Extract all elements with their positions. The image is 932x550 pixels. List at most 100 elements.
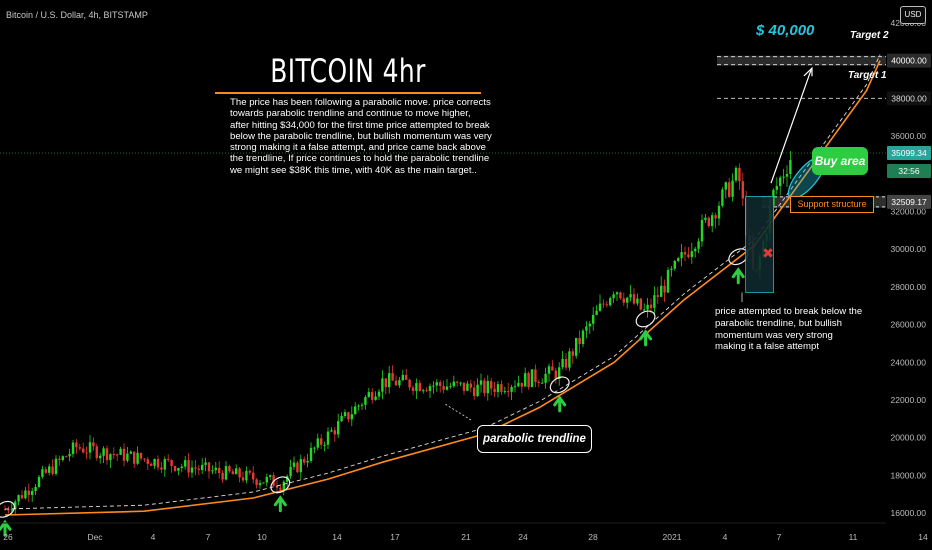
fail-x-icon: ✖ — [762, 246, 774, 262]
candle-body — [717, 205, 721, 219]
candle-body — [656, 295, 659, 297]
candle-body — [75, 442, 78, 448]
projection-arrow — [770, 69, 812, 184]
price-tick-label: 28000.00 — [891, 282, 927, 292]
candle-body — [626, 297, 629, 303]
candle-body — [673, 260, 676, 269]
candle-body — [415, 383, 418, 391]
candle-body — [394, 380, 398, 386]
candle-body — [252, 472, 255, 480]
candle-body — [643, 309, 646, 311]
candle-body — [95, 446, 98, 459]
candle-body — [54, 458, 58, 474]
time-tick-label: 7 — [206, 532, 211, 542]
currency-button[interactable]: USD — [900, 6, 926, 24]
candle-body — [184, 460, 187, 467]
candle-body — [459, 382, 462, 384]
trendline-channel — [4, 54, 881, 510]
support-price-badge: 32509.17 — [891, 197, 927, 207]
green-arrow-up-icon — [731, 267, 745, 285]
candle-body — [116, 454, 119, 456]
candle-body — [99, 455, 102, 459]
candle-body — [275, 485, 279, 488]
time-tick-label: 26 — [3, 532, 13, 542]
time-tick-label: 17 — [390, 532, 400, 542]
price-axis-bg — [886, 0, 932, 550]
candle-body — [639, 298, 642, 310]
candle-body — [462, 382, 466, 391]
candle-body — [337, 421, 340, 435]
candle-body — [779, 177, 782, 187]
target1-price-badge: 38000.00 — [891, 93, 927, 103]
candle-body — [408, 379, 411, 388]
candle-body — [561, 359, 564, 368]
target1-label: Target 1 — [848, 70, 887, 81]
candle-body — [377, 391, 381, 397]
candle-body — [350, 414, 353, 420]
candle-body — [68, 453, 71, 457]
candle-body — [405, 374, 408, 380]
green-arrow-up-icon — [553, 395, 567, 413]
candle-body — [269, 475, 272, 477]
target1-price-badge-bg — [887, 91, 931, 106]
candle-body — [109, 454, 112, 461]
candle-body — [469, 383, 472, 388]
time-tick-label: 2021 — [663, 532, 682, 542]
candle-body — [31, 491, 34, 495]
candle-body — [82, 448, 85, 453]
candle-body — [282, 481, 285, 490]
candle-body — [78, 447, 81, 449]
candle-body — [486, 381, 489, 394]
candle-body — [401, 374, 404, 381]
candle-body — [483, 380, 486, 394]
candle-body — [697, 241, 700, 249]
candle-body — [37, 476, 41, 488]
price-tick-label: 20000.00 — [891, 433, 927, 443]
candle-body — [605, 304, 608, 306]
candle-body — [204, 462, 207, 465]
candle-body — [575, 337, 578, 356]
candle-body — [289, 466, 292, 477]
candle-body — [381, 378, 384, 392]
support-structure-label: Support structure — [790, 196, 874, 213]
candle-body — [388, 373, 391, 388]
candle-body — [10, 509, 13, 511]
candle-body — [258, 483, 262, 485]
candle-body — [622, 298, 625, 303]
current-price-badge: 35099.34 — [891, 148, 927, 158]
candle-body — [194, 467, 197, 469]
candle-body — [248, 470, 251, 473]
candle-body — [724, 182, 727, 190]
candle-body — [585, 326, 588, 331]
candle-body — [316, 438, 319, 448]
candle-body — [228, 466, 231, 472]
price-axis: 16000.00 18000.00 20000.00 22000.00 24000.00… — [886, 0, 932, 550]
candle-body — [619, 292, 622, 299]
time-tick-label: Dec — [87, 532, 103, 542]
symbol-title[interactable]: Bitcoin / U.S. Dollar, 4h, BITSTAMP — [6, 10, 148, 20]
candle-body — [354, 406, 357, 415]
candle-body — [313, 447, 316, 449]
candle-body — [680, 252, 683, 259]
candle-body — [517, 382, 520, 387]
green-arrow-up-icon — [0, 519, 12, 537]
candle-body — [432, 385, 435, 387]
candle-body — [442, 385, 445, 390]
candle-body — [714, 215, 717, 219]
false-break-box — [745, 195, 775, 293]
candle-body — [418, 383, 421, 391]
candle-body — [670, 268, 673, 271]
candle-body — [588, 323, 591, 327]
candle-body — [303, 459, 306, 463]
candle-body — [741, 181, 744, 199]
idea-description: The price has been following a parabolic… — [230, 97, 492, 176]
candle-body — [479, 380, 483, 385]
candle-body — [649, 304, 653, 308]
candle-body — [476, 384, 479, 397]
false-break-note: price attempted to break below the parab… — [715, 306, 863, 353]
candle-body — [653, 295, 656, 308]
candle-body — [122, 448, 126, 461]
time-tick-label: 14 — [332, 532, 342, 542]
candle-body — [299, 459, 302, 473]
